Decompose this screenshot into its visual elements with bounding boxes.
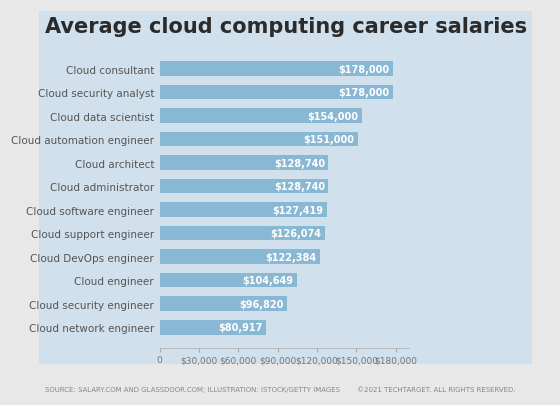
Bar [160,226,325,241]
Text: $96,820: $96,820 [239,299,283,309]
Text: $178,000: $178,000 [339,64,390,75]
Text: SOURCE: SALARY.COM AND GLASSDOOR.COM; ILLUSTRATION: ISTOCK/GETTY IMAGES: SOURCE: SALARY.COM AND GLASSDOOR.COM; IL… [45,386,340,392]
Bar [160,109,362,124]
Text: $178,000: $178,000 [339,88,390,98]
Text: $122,384: $122,384 [265,252,317,262]
Text: $151,000: $151,000 [304,135,354,145]
Bar [160,320,266,335]
Bar [160,250,320,264]
Text: $104,649: $104,649 [242,275,293,286]
Bar [160,86,393,100]
Text: Average cloud computing career salaries: Average cloud computing career salaries [45,17,526,36]
Bar [160,156,329,171]
Bar [160,297,287,311]
Text: $128,740: $128,740 [274,158,325,168]
Text: $128,740: $128,740 [274,182,325,192]
Bar [160,132,358,147]
Bar [160,179,329,194]
Bar [160,273,297,288]
Text: $80,917: $80,917 [218,322,263,333]
Text: $127,419: $127,419 [273,205,324,215]
Bar [160,203,326,217]
Bar [160,62,393,77]
Text: ©2021 TECHTARGET. ALL RIGHTS RESERVED.: ©2021 TECHTARGET. ALL RIGHTS RESERVED. [357,386,515,392]
Text: $126,074: $126,074 [270,229,321,239]
Text: $154,000: $154,000 [307,111,358,122]
